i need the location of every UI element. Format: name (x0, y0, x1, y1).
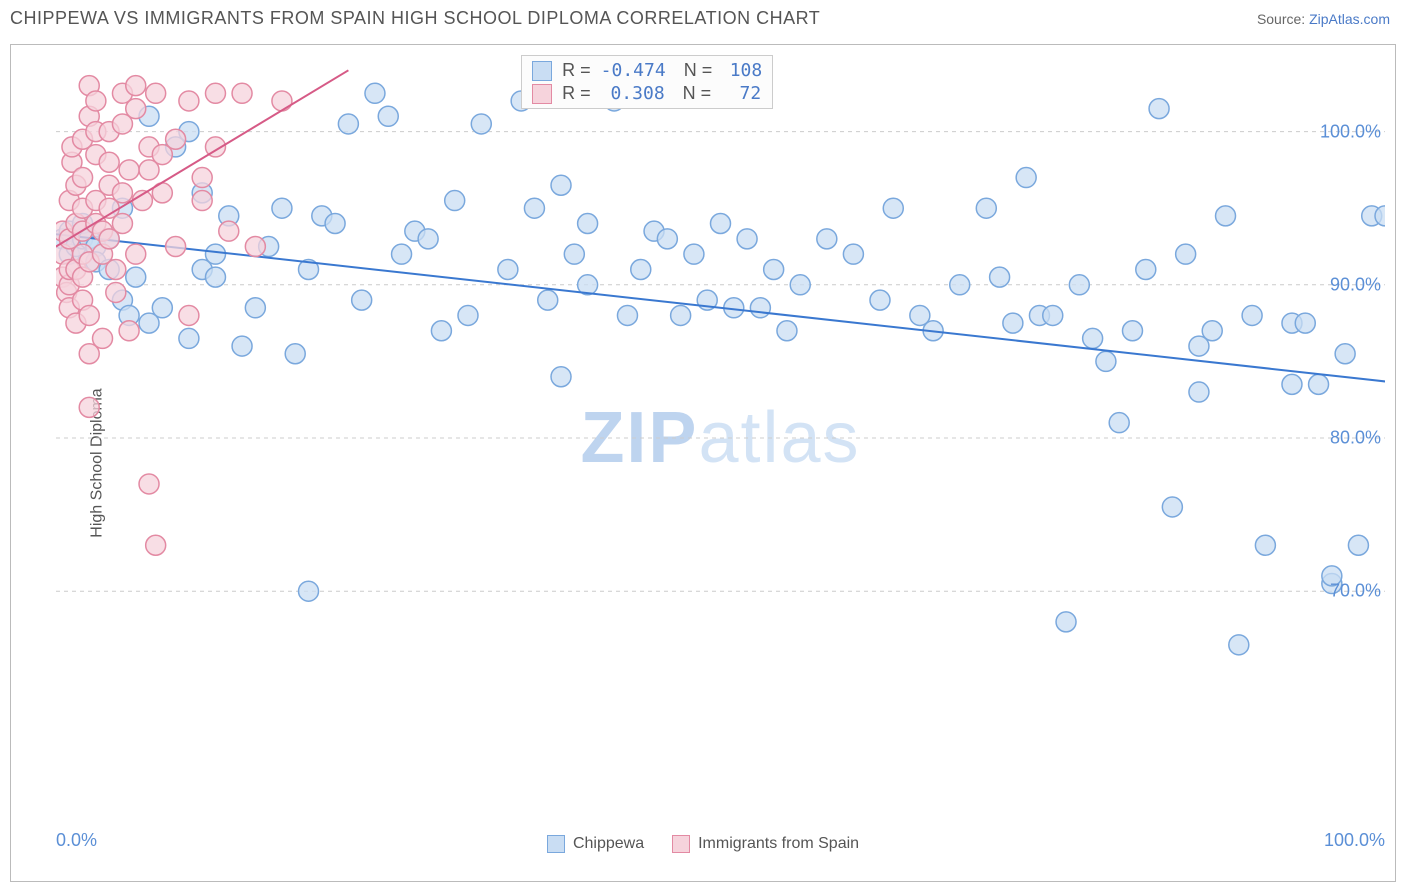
source-prefix: Source: (1257, 11, 1309, 27)
y-tick-label: 90.0% (1330, 274, 1381, 295)
legend-label: Immigrants from Spain (698, 835, 859, 853)
legend-label: Chippewa (573, 835, 644, 853)
source-attribution: Source: ZipAtlas.com (1257, 11, 1390, 27)
legend-item: Chippewa (547, 835, 644, 853)
bottom-legend: Chippewa Immigrants from Spain (11, 835, 1395, 853)
n-value: 72 (721, 83, 761, 104)
n-label: N = (683, 83, 712, 104)
grid (56, 132, 1385, 592)
legend-item: Immigrants from Spain (672, 835, 859, 853)
series-Chippewa (56, 83, 1385, 655)
r-value: 0.308 (601, 83, 665, 104)
n-value: 108 (722, 60, 762, 81)
swatch-icon (672, 835, 690, 853)
stats-legend-box: R = -0.474 N = 108 R = 0.308 N = 72 (521, 55, 773, 109)
source-link[interactable]: ZipAtlas.com (1309, 11, 1390, 27)
y-tick-label: 70.0% (1330, 581, 1381, 602)
y-tick-label: 80.0% (1330, 428, 1381, 449)
chart-container: High School Diploma ZIPatlas R =-0.474N … (10, 44, 1396, 882)
r-label: R = (562, 60, 591, 81)
y-tick-label: 100.0% (1320, 121, 1381, 142)
swatch-icon (532, 61, 552, 81)
plot-area: ZIPatlas R =-0.474N =108R =0.308N =72 (56, 55, 1385, 821)
chart-title: CHIPPEWA VS IMMIGRANTS FROM SPAIN HIGH S… (10, 8, 820, 29)
swatch-icon (532, 84, 552, 104)
scatter-plot-svg (56, 55, 1385, 821)
stats-row-Chippewa: R = -0.474 N = 108 (532, 60, 762, 81)
stats-row-ImmigrantsFromSpain: R = 0.308 N = 72 (532, 83, 762, 104)
n-label: N = (684, 60, 713, 81)
r-value: -0.474 (601, 60, 666, 81)
r-label: R = (562, 83, 591, 104)
header: CHIPPEWA VS IMMIGRANTS FROM SPAIN HIGH S… (0, 0, 1406, 33)
swatch-icon (547, 835, 565, 853)
